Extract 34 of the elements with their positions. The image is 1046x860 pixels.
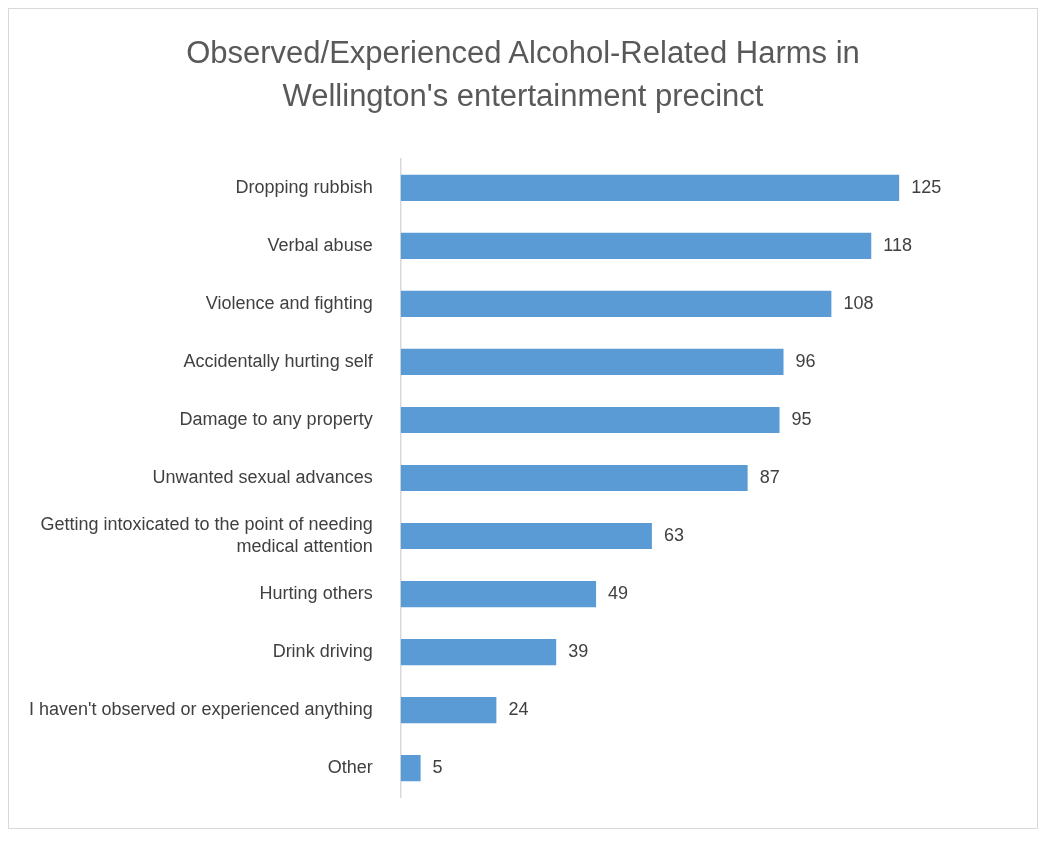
data-label: 63 — [663, 524, 684, 545]
bar — [400, 406, 780, 433]
y-tick-label: Violence and fighting — [205, 292, 373, 313]
bar — [400, 174, 900, 201]
bar — [400, 580, 597, 607]
data-label: 108 — [843, 292, 874, 313]
bar — [400, 348, 784, 375]
data-label: 87 — [759, 466, 780, 487]
data-label: 125 — [911, 176, 942, 197]
y-tick-label: Damage to any property — [179, 408, 373, 429]
bar — [400, 522, 652, 549]
chart-title: Observed/Experienced Alcohol-Related Harms in Wellington's entertainment precinct — [185, 34, 861, 116]
y-tick-label: Verbal abuse — [267, 234, 373, 255]
y-tick-label: Getting intoxicated to the point of needing medical attention — [40, 513, 373, 556]
data-label: 49 — [608, 582, 629, 603]
data-label: 96 — [795, 350, 816, 371]
data-label: 118 — [883, 234, 912, 255]
bar — [400, 290, 832, 317]
data-label: 5 — [432, 756, 443, 777]
data-label: 95 — [791, 408, 812, 429]
y-tick-label: Accidentally hurting self — [183, 350, 374, 371]
y-tick-label: Drink driving — [272, 640, 373, 661]
data-label: 39 — [568, 640, 589, 661]
y-tick-label: Dropping rubbish — [235, 176, 373, 197]
bar — [400, 638, 557, 665]
y-tick-label: Hurting others — [259, 582, 373, 603]
y-tick-label: I haven't observed or experienced anything — [28, 698, 373, 719]
bar — [400, 232, 872, 259]
y-tick-label: Unwanted sexual advances — [152, 466, 373, 487]
bar — [400, 464, 748, 491]
y-tick-label: Other — [327, 756, 373, 777]
bar — [400, 696, 497, 723]
data-label: 24 — [508, 698, 529, 719]
bar — [400, 754, 421, 782]
